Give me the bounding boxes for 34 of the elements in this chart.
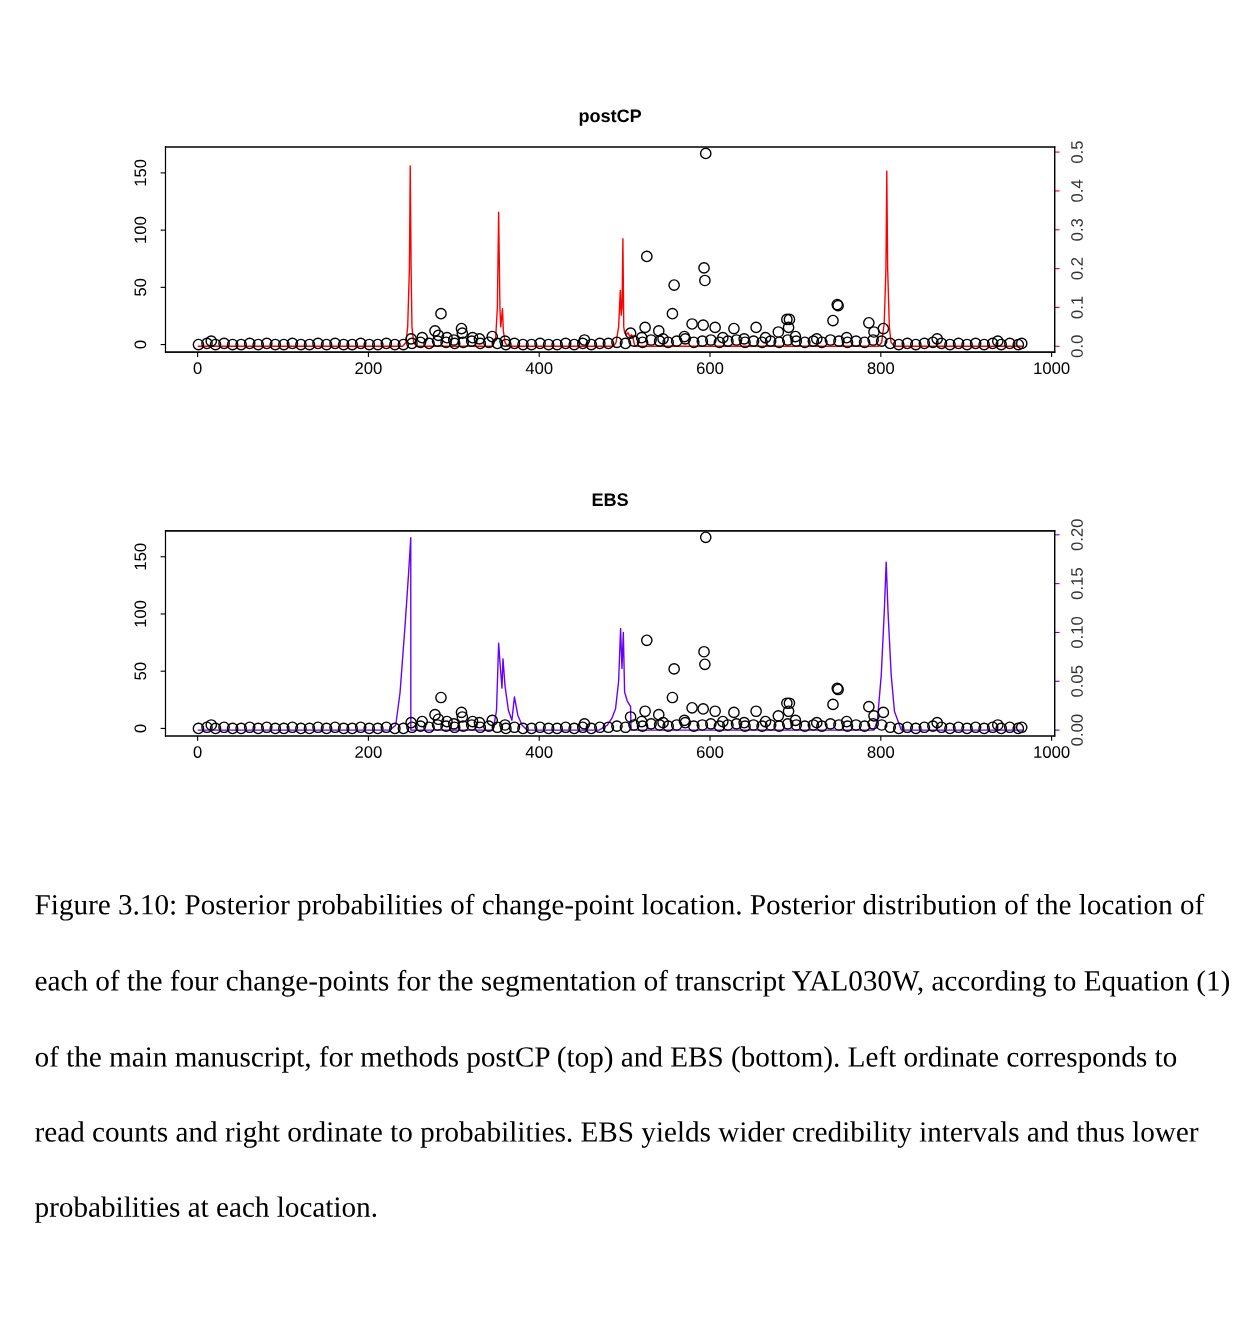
x-tick-label: 1000 — [1034, 362, 1070, 375]
y-tick-label: 0 — [134, 340, 147, 349]
y2-tick-label: 0.05 — [1071, 665, 1083, 697]
x-tick-label: 800 — [867, 362, 895, 375]
y2-tick-label: 0.3 — [1071, 218, 1083, 241]
y2-tick-label: 0.1 — [1071, 296, 1083, 319]
y-tick-label: 150 — [134, 159, 147, 186]
y2-tick-label: 0.5 — [1071, 141, 1083, 164]
x-tick-label: 600 — [696, 362, 724, 375]
y2-tick-label: 0.10 — [1071, 616, 1083, 649]
x-tick-label: 1000 — [1034, 746, 1070, 758]
y2-tick-label: 0.4 — [1071, 179, 1083, 202]
y2-tick-label: 0.0 — [1071, 335, 1083, 358]
x-tick-label: 200 — [355, 362, 382, 375]
y2-tick-label: 0.15 — [1071, 568, 1083, 600]
y-tick-label: 0 — [134, 724, 147, 733]
y2-tick-label: 0.2 — [1071, 257, 1083, 280]
chart-title: EBS — [592, 493, 628, 507]
y-tick-label: 50 — [134, 662, 147, 680]
x-tick-label: 0 — [193, 746, 202, 758]
y-tick-label: 100 — [134, 216, 147, 243]
y2-tick-label: 0.20 — [1071, 519, 1083, 551]
y2-tick-label: 0.00 — [1071, 714, 1083, 746]
x-tick-label: 400 — [525, 362, 553, 375]
x-tick-label: 400 — [525, 746, 553, 758]
y-tick-label: 150 — [134, 543, 147, 570]
text: Figure 3.10: Posterior probabilities of change-point location. Posterior distribution of the location of each of the four change-points for the segmentation of transcript YAL030W, according to Equation (1) of the main manuscript, for methods postCP (top) and EBS (bottom). Left ordinate corresponds to read counts and right ordinate to probabilities. EBS yields wider credibility intervals and thus lower probabilities at each location. — [35, 893, 1230, 1223]
y-tick-label: 100 — [134, 600, 147, 627]
x-tick-label: 200 — [355, 746, 382, 758]
chart-title: postCP — [579, 109, 642, 126]
x-tick-label: 800 — [867, 746, 895, 758]
x-tick-label: 0 — [193, 362, 202, 375]
x-tick-label: 600 — [696, 746, 724, 758]
y-tick-label: 50 — [134, 278, 147, 296]
